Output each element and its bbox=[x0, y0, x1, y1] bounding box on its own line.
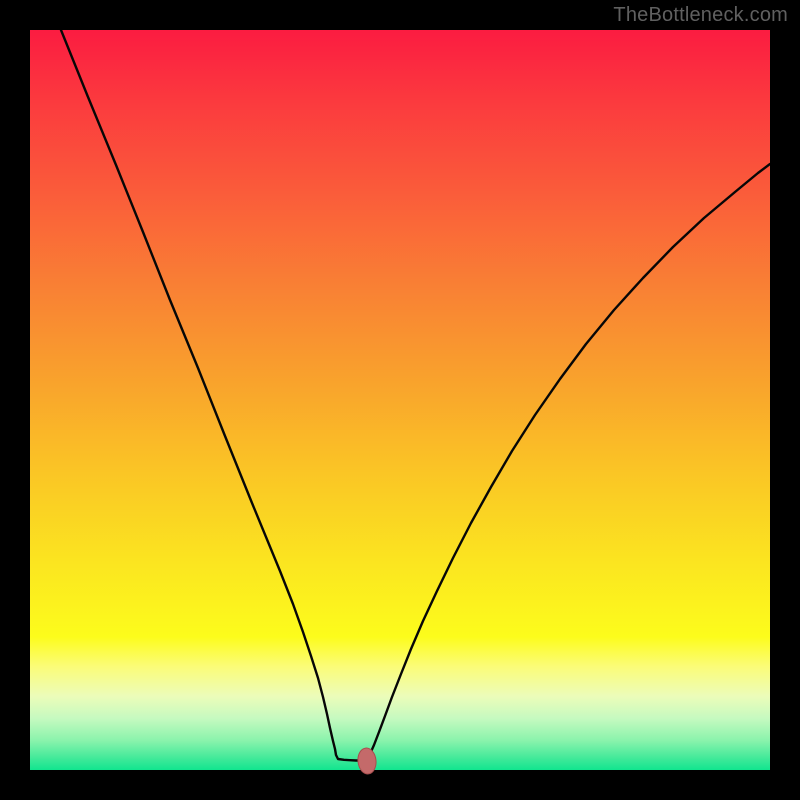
plot-area bbox=[30, 30, 770, 770]
watermark-text: TheBottleneck.com bbox=[613, 4, 788, 27]
chart-stage: TheBottleneck.com bbox=[0, 0, 800, 800]
chart-svg bbox=[0, 0, 800, 800]
